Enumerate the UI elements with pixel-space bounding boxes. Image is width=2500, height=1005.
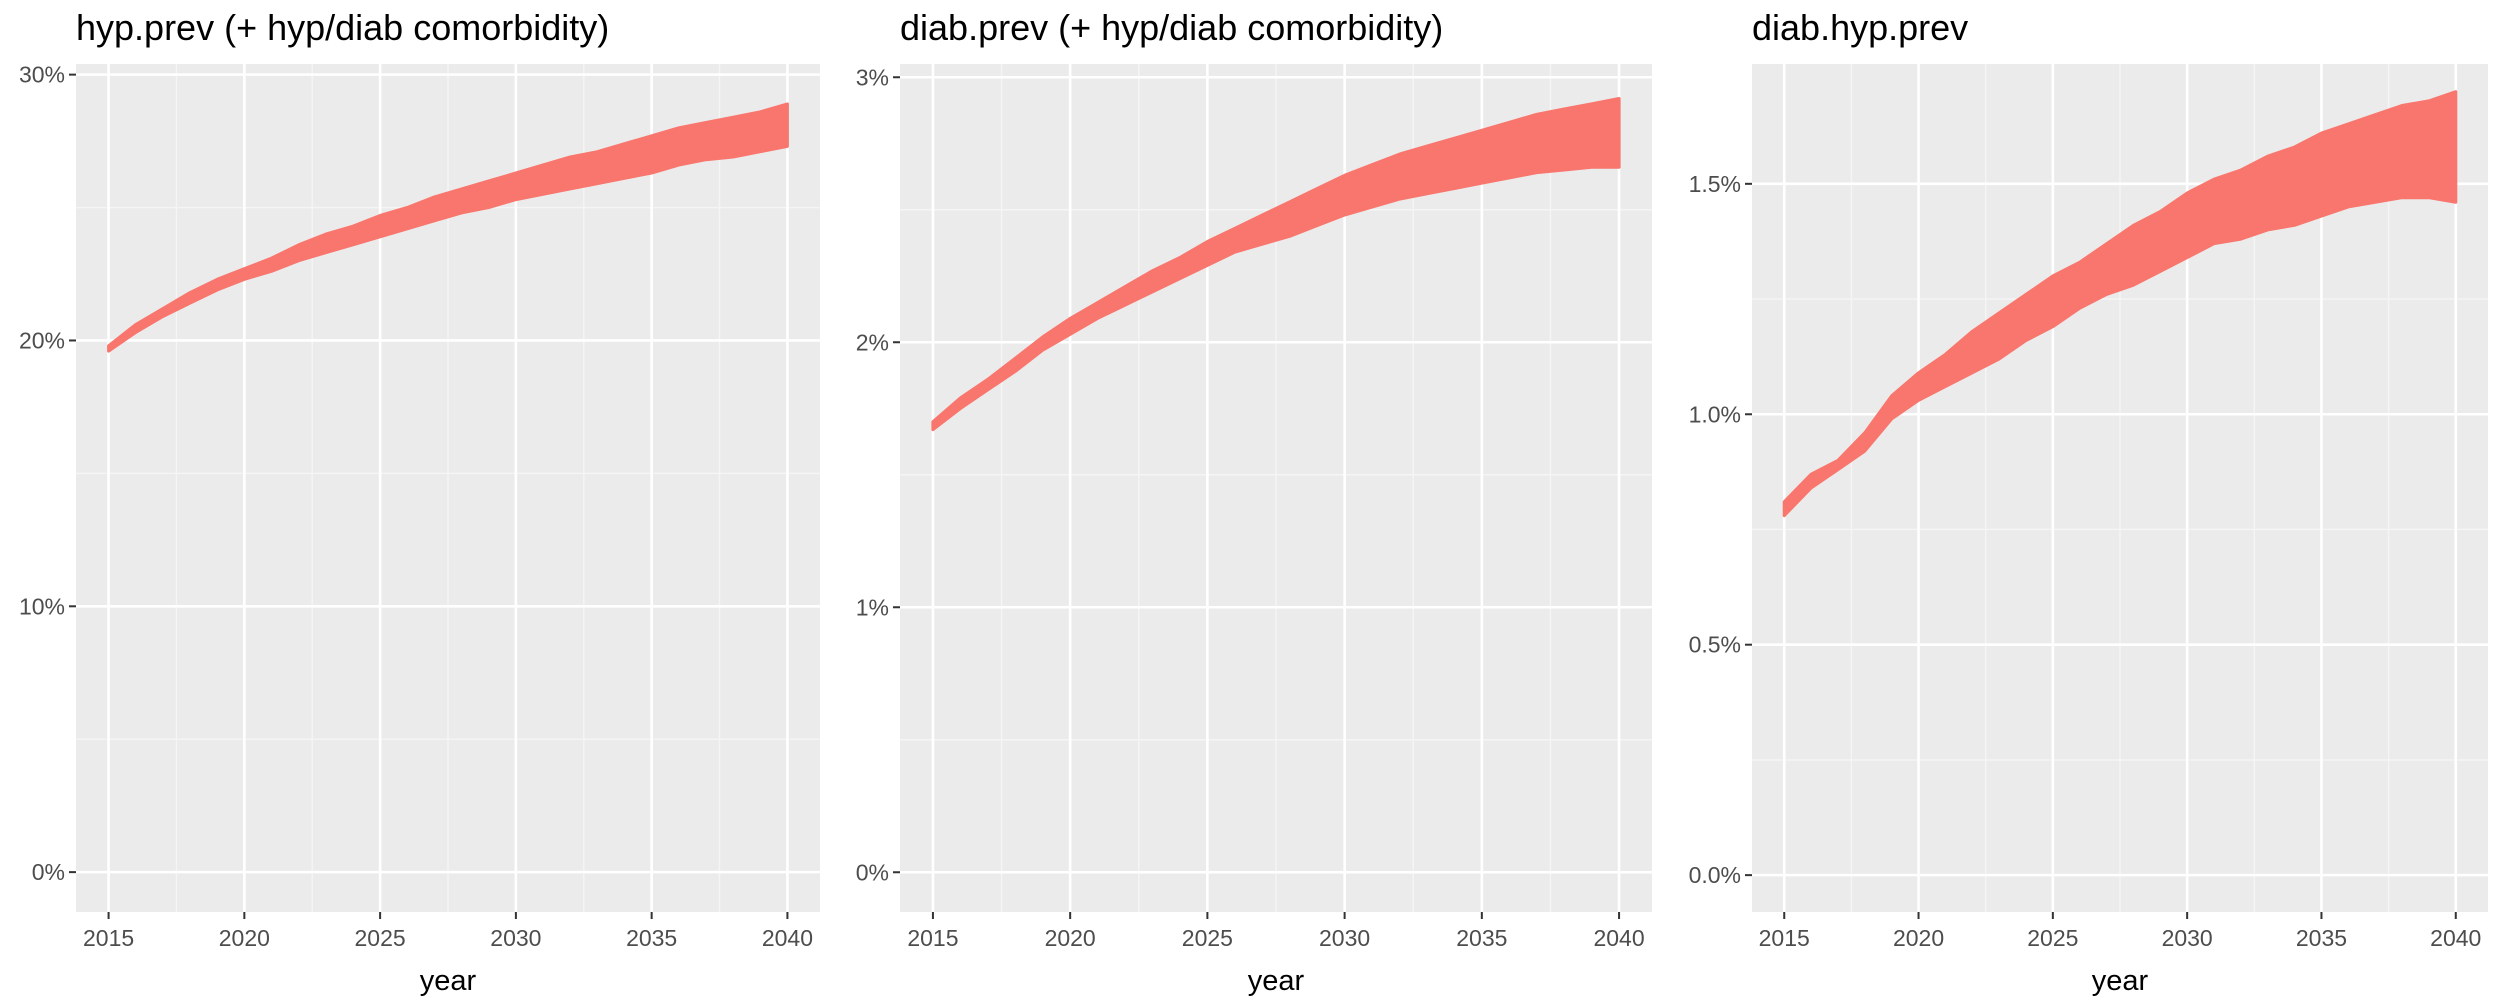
x-tick-label: 2040 xyxy=(1593,925,1644,951)
panel-2: 0% 1% 2% 3% 2015 2020 2025 2030 2035 2040 year diab… xyxy=(856,7,1652,997)
series-line-lower xyxy=(932,166,1620,431)
x-tick-label: 2015 xyxy=(83,925,134,951)
x-tick-label: 2025 xyxy=(355,925,406,951)
x-tick-label: 2025 xyxy=(2027,925,2078,951)
panel-3: 0.0% 0.5% 1.0% 1.5% 2015 2020 2025 2030 2035 2040… xyxy=(1689,7,2488,997)
y-tick-label: 30% xyxy=(19,62,65,88)
series-line-upper xyxy=(932,97,1620,423)
x-tick-label: 2020 xyxy=(219,925,270,951)
y-tick-label: 2% xyxy=(856,329,889,355)
series-line-upper xyxy=(107,102,788,347)
y-tick-label: 0% xyxy=(856,859,889,885)
x-axis-label: year xyxy=(420,965,477,997)
x-tick-label: 2020 xyxy=(1893,925,1944,951)
series-line-lower xyxy=(108,145,788,352)
panel-1: 0% 10% 20% 30% 2015 2020 2025 2030 2035 2040 year h… xyxy=(19,7,820,997)
x-tick-label: 2040 xyxy=(2430,925,2481,951)
panel-title: diab.prev (+ hyp/diab comorbidity) xyxy=(900,7,1443,48)
x-tick-label: 2015 xyxy=(907,925,958,951)
x-tick-label: 2030 xyxy=(490,925,541,951)
x-tick-label: 2025 xyxy=(1182,925,1233,951)
x-tick-label: 2035 xyxy=(1456,925,1507,951)
y-tick-label: 1.0% xyxy=(1689,401,1741,427)
series-line-lower xyxy=(1783,196,2456,517)
y-tick-label: 1% xyxy=(856,594,889,620)
y-tick-label: 20% xyxy=(19,327,65,353)
x-tick-label: 2035 xyxy=(2296,925,2347,951)
x-tick-label: 2035 xyxy=(626,925,677,951)
x-axis-label: year xyxy=(1248,965,1305,997)
y-tick-label: 0.0% xyxy=(1689,862,1741,888)
x-tick-label: 2040 xyxy=(762,925,813,951)
y-tick-label: 1.5% xyxy=(1689,171,1741,197)
x-tick-label: 2030 xyxy=(1319,925,1370,951)
y-tick-label: 0% xyxy=(32,859,65,885)
panel-title: hyp.prev (+ hyp/diab comorbidity) xyxy=(76,7,609,48)
x-tick-label: 2030 xyxy=(2162,925,2213,951)
x-tick-label: 2015 xyxy=(1759,925,1810,951)
y-tick-label: 3% xyxy=(856,64,889,90)
x-axis-label: year xyxy=(2092,965,2149,997)
y-tick-label: 10% xyxy=(19,593,65,619)
x-tick-label: 2020 xyxy=(1045,925,1096,951)
series-line-upper xyxy=(1783,90,2457,503)
y-tick-label: 0.5% xyxy=(1689,632,1741,658)
panel-title: diab.hyp.prev xyxy=(1752,7,1968,48)
